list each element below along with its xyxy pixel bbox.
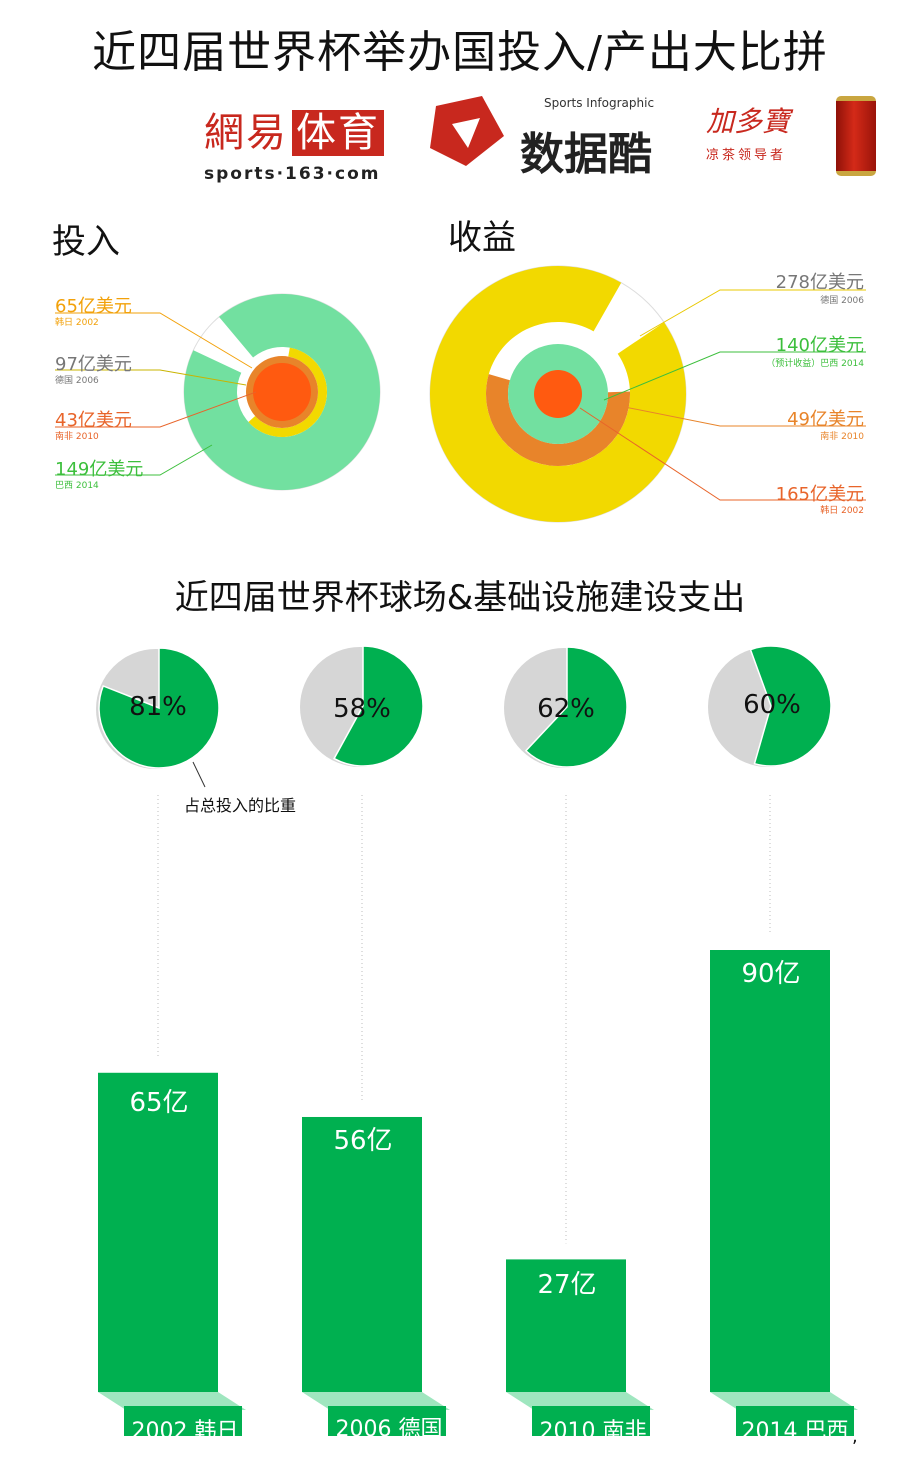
ring-segment: [248, 347, 328, 438]
investment-label-sub: 南非 2010: [55, 432, 99, 442]
leader-line: [55, 312, 253, 369]
revenue-label-sub: （预计收益）巴西 2014: [766, 359, 864, 369]
bar: [302, 1116, 422, 1392]
jiaduobao-logo: 加多寶 凉茶领导者: [706, 96, 886, 180]
revenue-label-value: 140亿美元: [775, 335, 864, 356]
leader-line: [55, 444, 213, 476]
investment-label-sub: 德国 2006: [55, 376, 99, 386]
ring-segment: [184, 293, 380, 490]
investment-heading: 投入: [52, 222, 120, 262]
revenue-label-sub: 南非 2010: [820, 432, 864, 442]
investment-label-value: 149亿美元: [55, 459, 144, 480]
spending-heading: 近四届世界杯球场&基础设施建设支出: [174, 578, 746, 618]
bar-value-label: 90亿: [741, 959, 801, 989]
revenue-label-value: 165亿美元: [775, 484, 864, 505]
revenue-label-sub: 韩日 2002: [820, 506, 864, 516]
bar: [98, 1072, 218, 1392]
category-box: [328, 1406, 446, 1436]
ring-segment: [485, 374, 630, 467]
shujuku-mark-icon: [430, 96, 504, 166]
drink-can-icon: [836, 96, 876, 176]
leader-line: [619, 405, 866, 427]
leader-line: [603, 351, 866, 401]
share-percent-label: 81%: [129, 692, 187, 722]
bar: [506, 1259, 626, 1392]
pie-share-slice: [749, 645, 832, 767]
revenue-label-value: 278亿美元: [775, 272, 864, 293]
revenue-label-sub: 德国 2006: [820, 296, 864, 306]
share-percent-label: 58%: [333, 694, 391, 724]
ring-segment: [430, 266, 686, 522]
jiaduobao-brand: 加多寶: [706, 105, 791, 138]
page-title: 近四届世界杯举办国投入/产出大比拼: [92, 27, 828, 78]
investment-label-sub: 韩日 2002: [55, 318, 99, 328]
category-box: [736, 1406, 854, 1436]
bar-base: [302, 1392, 450, 1410]
bar-base: [710, 1392, 858, 1410]
netease-sports-logo: 網易 体育 sports·163·com: [204, 100, 414, 184]
ring-segment: [534, 370, 582, 418]
revenue-heading: 收益: [448, 218, 516, 258]
category-box: [124, 1406, 242, 1436]
bar-base: [506, 1392, 654, 1410]
bar-category-label: 2010 南非: [539, 1419, 647, 1444]
share-percent-label: 60%: [743, 690, 801, 720]
investment-label-value: 65亿美元: [55, 296, 132, 317]
bar-value-label: 27亿: [537, 1270, 597, 1300]
leader-line: [639, 289, 866, 337]
share-caption: 占总投入的比重: [184, 796, 297, 815]
bar-value-label: 56亿: [333, 1126, 393, 1156]
investment-label-sub: 巴西 2014: [55, 481, 99, 491]
share-percent-label: 62%: [537, 694, 595, 724]
category-box: [532, 1406, 650, 1436]
pie-share-slice: [333, 645, 424, 767]
shujuku-subtitle: Sports Infographic: [544, 96, 655, 110]
shujuku-name: 数据酷: [520, 129, 652, 180]
netease-brand-box: 体育: [292, 110, 384, 156]
revenue-label-value: 49亿美元: [787, 409, 864, 430]
bar: [710, 950, 830, 1392]
bar-value-label: 65亿: [129, 1088, 189, 1118]
bar-category-label: 2006 德国: [335, 1417, 443, 1442]
investment-label-value: 97亿美元: [55, 354, 132, 375]
pie-share-slice: [524, 646, 628, 768]
netease-site-text: sports·163·com: [204, 164, 381, 184]
bar-category-label: 2002 韩日: [131, 1419, 239, 1444]
bar-base: [98, 1392, 246, 1410]
leader-line: [55, 369, 247, 386]
jiaduobao-slogan: 凉茶领导者: [706, 148, 787, 163]
ring-segment: [253, 363, 311, 421]
bar-category-label: 2014 巴西: [741, 1419, 849, 1444]
callout-line: [192, 761, 206, 788]
pie-share-slice: [98, 647, 220, 769]
stray-mark: ,: [852, 1426, 858, 1447]
leader-line: [579, 407, 866, 501]
leader-line: [55, 391, 257, 428]
shujuku-logo: Sports Infographic 数据酷: [430, 96, 680, 180]
netease-brand-text: 網易: [204, 110, 288, 156]
investment-label-value: 43亿美元: [55, 410, 132, 431]
